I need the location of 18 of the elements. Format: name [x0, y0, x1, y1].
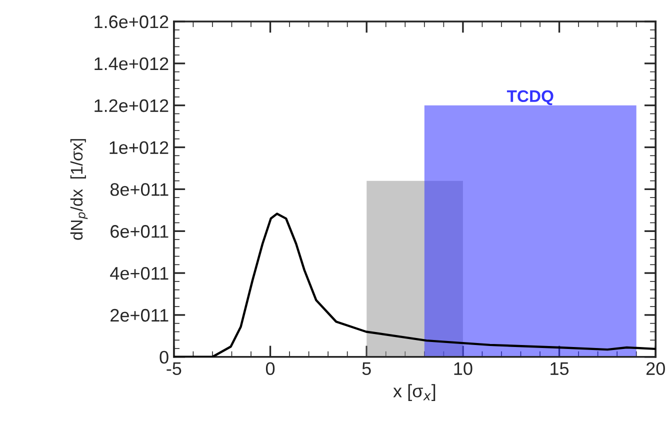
- x-tick-label: 10: [454, 362, 472, 376]
- y-tick-label: 0: [160, 350, 168, 364]
- y-tick-label: 6e+011: [110, 225, 168, 238]
- y-tick-label: 1e+012: [110, 141, 168, 154]
- y-tick-label: 1.4e+012: [94, 57, 168, 70]
- y-tick-label: 1.6e+012: [94, 15, 168, 28]
- x-tick-label: 0: [266, 362, 275, 376]
- y-tick-label: 4e+011: [110, 266, 168, 280]
- x-tick-label: 20: [646, 362, 665, 376]
- x-tick-label: -5: [166, 362, 182, 376]
- x-tick-label: 15: [550, 362, 569, 376]
- series-label: TCDQ: [506, 90, 554, 106]
- y-tick-label: 2e+011: [110, 308, 168, 322]
- y-tick-label: 1.2e+012: [94, 99, 168, 112]
- y-axis-title: dN$_{p}$/dx [1/σx]: [70, 139, 88, 240]
- x-axis-title: x [σ$_{x}$]: [393, 384, 436, 401]
- y-tick-label: 8e+011: [110, 183, 168, 196]
- x-tick-label: 5: [362, 362, 371, 376]
